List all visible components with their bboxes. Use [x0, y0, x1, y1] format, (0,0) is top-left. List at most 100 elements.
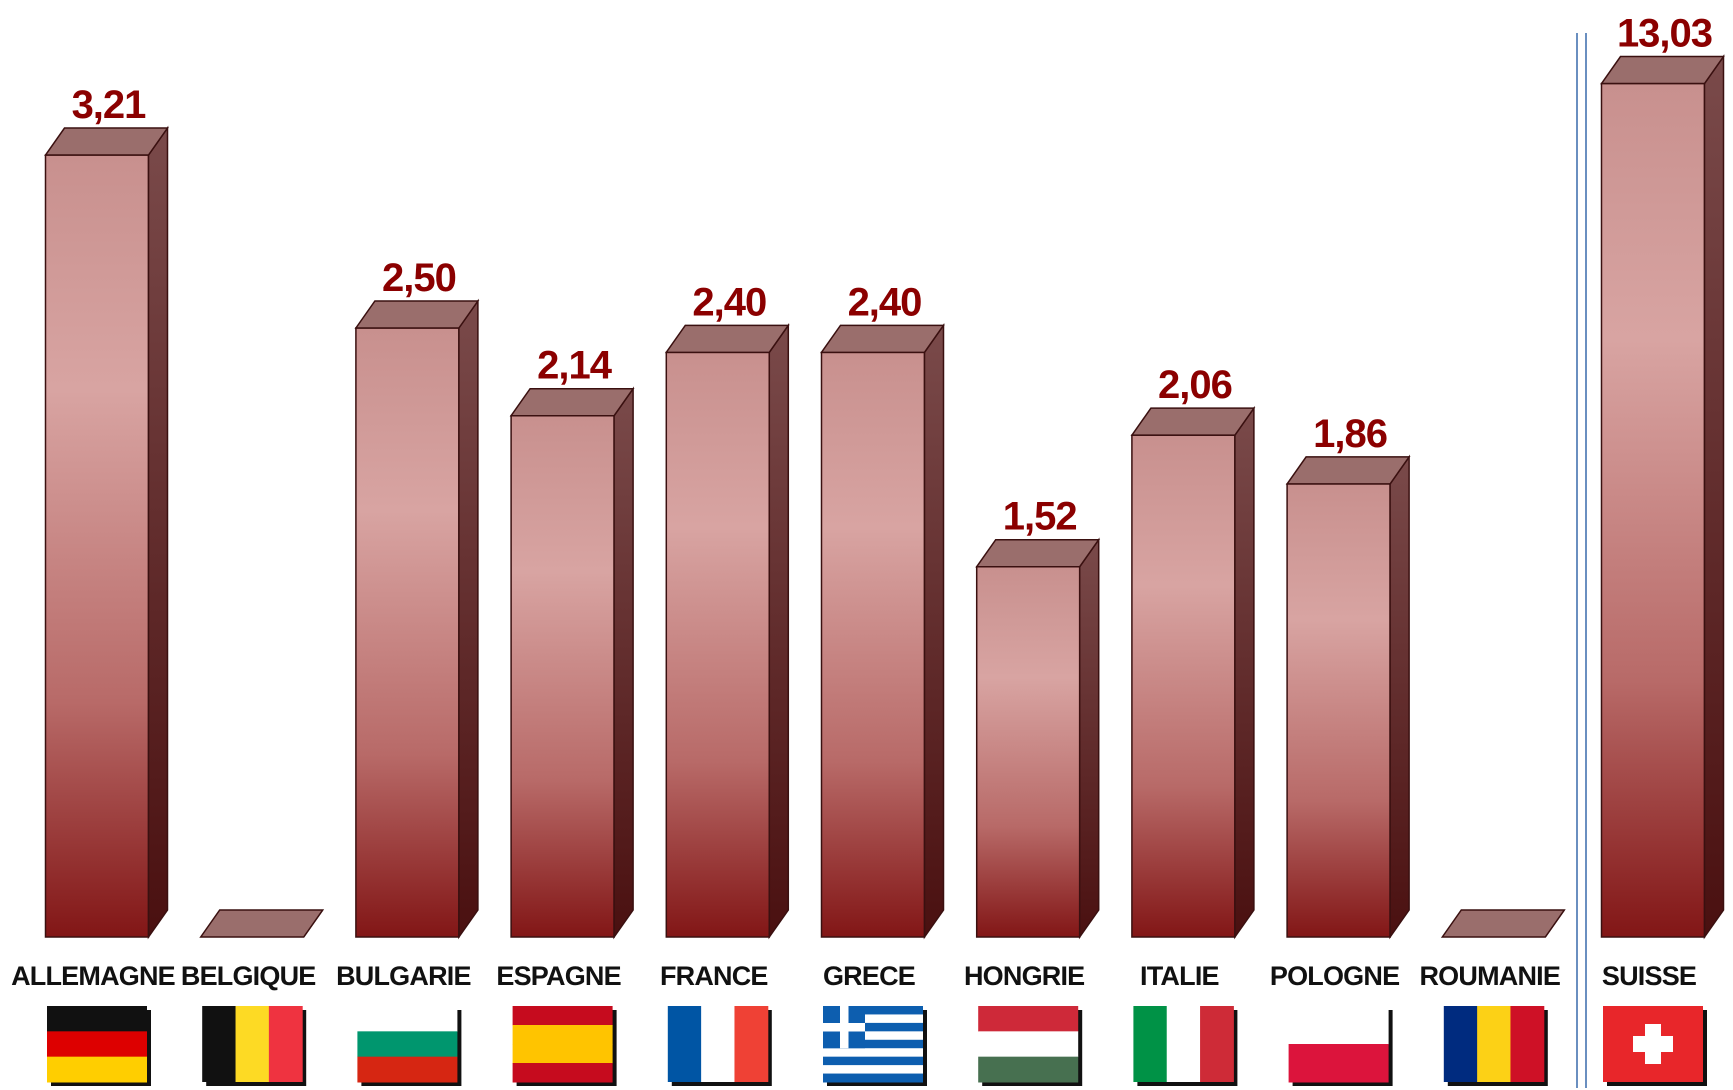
flag-stripe [1133, 1006, 1167, 1082]
flag-stripe [202, 1006, 236, 1082]
flag-stripe [823, 1057, 923, 1066]
bar-top [822, 325, 944, 352]
flag [668, 1006, 772, 1086]
flag-stripe [47, 1031, 147, 1057]
bar-top [1132, 408, 1254, 435]
bar-side [459, 301, 478, 937]
bar [1132, 408, 1254, 937]
flag-stripe [513, 1006, 613, 1026]
bar-top [356, 301, 478, 328]
flag-stripe [1200, 1006, 1234, 1082]
category-label: ALLEMAGNE [11, 961, 175, 991]
bar-front [1132, 435, 1235, 937]
flag [1444, 1006, 1548, 1086]
category-label: FRANCE [660, 961, 768, 991]
bar-front [977, 567, 1080, 937]
bar [1602, 57, 1724, 937]
flag-stripe [1289, 1044, 1389, 1083]
flag-stripe [513, 1044, 613, 1064]
flag-stripe [1289, 1006, 1389, 1045]
bar-top [1442, 910, 1564, 937]
category-label: ROUMANIE [1419, 961, 1560, 991]
flag [47, 1006, 151, 1086]
flag-stripe [978, 1057, 1078, 1083]
flag [1133, 1006, 1237, 1086]
bar [666, 325, 788, 937]
bar-front [666, 352, 769, 937]
value-label: 2,40 [692, 280, 766, 324]
flag-stripe [978, 1031, 1078, 1057]
flag-stripe [1510, 1006, 1544, 1082]
flag-stripe [978, 1006, 1078, 1032]
flag [1289, 1006, 1393, 1086]
flag [978, 1006, 1082, 1086]
flag-stripe [1167, 1006, 1201, 1082]
bar-side [1390, 457, 1409, 937]
bar-side [1080, 540, 1099, 937]
value-label: 1,52 [1003, 495, 1077, 539]
flag-stripe [269, 1006, 303, 1082]
category-label: SUISSE [1602, 961, 1696, 991]
flag-cross [840, 1006, 849, 1048]
flag-stripe [357, 1031, 457, 1057]
flag [357, 1006, 461, 1086]
bar [977, 540, 1099, 937]
flag-stripe [734, 1006, 768, 1082]
flag [823, 1006, 927, 1086]
bar [46, 128, 168, 937]
value-label: 1,86 [1313, 412, 1387, 456]
value-label: 2,50 [382, 256, 456, 300]
value-label: 13,03 [1617, 12, 1712, 56]
flag-stripe [701, 1006, 735, 1082]
flag-stripe [823, 1074, 923, 1083]
flag-stripe [668, 1006, 702, 1082]
flag-stripe [513, 1025, 613, 1045]
flag-stripe [513, 1063, 613, 1083]
flag-cross [1633, 1036, 1673, 1052]
bar-top [511, 389, 633, 416]
flag-stripe [357, 1057, 457, 1083]
bar-top [46, 128, 168, 155]
bar [511, 389, 633, 937]
flag [202, 1006, 306, 1086]
flag-stripe [47, 1006, 147, 1032]
page: 3,21ALLEMAGNEBELGIQUE2,50BULGARIE2,14ESP… [0, 0, 1733, 1090]
bar-front [511, 416, 614, 937]
bar-top [666, 325, 788, 352]
flag-stripe [236, 1006, 270, 1082]
bar-front [822, 352, 925, 937]
bar-front [46, 155, 149, 937]
chart: 3,21ALLEMAGNEBELGIQUE2,50BULGARIE2,14ESP… [0, 0, 1733, 1090]
category-label: POLOGNE [1270, 961, 1399, 991]
category-label: BELGIQUE [181, 961, 316, 991]
flag-stripe [357, 1006, 457, 1032]
bar-front [1287, 484, 1390, 937]
category-label: BULGARIE [336, 961, 471, 991]
flag-stripe [823, 1065, 923, 1074]
value-label: 2,40 [848, 280, 922, 324]
bar [1287, 457, 1409, 937]
value-label: 2,06 [1158, 363, 1232, 407]
bar-side [1235, 408, 1254, 937]
category-label: HONGRIE [964, 961, 1084, 991]
flag [513, 1006, 617, 1086]
category-label: ESPAGNE [496, 961, 620, 991]
flag-stripe [1477, 1006, 1511, 1082]
bar-side [614, 389, 633, 937]
bar [822, 325, 944, 937]
flag-stripe [47, 1057, 147, 1083]
bar-top [1287, 457, 1409, 484]
bar-top [977, 540, 1099, 567]
flag-stripe [823, 1048, 923, 1057]
flag-stripe [1444, 1006, 1478, 1082]
bar-side [925, 325, 944, 937]
category-label: GRECE [823, 961, 915, 991]
bar-top [1602, 57, 1724, 84]
bar-side [769, 325, 788, 937]
flag [1603, 1006, 1707, 1086]
bar [356, 301, 478, 937]
value-label: 3,21 [72, 83, 147, 127]
bar-side [1705, 57, 1724, 937]
bar [1442, 910, 1564, 937]
bar-front [1602, 84, 1705, 937]
